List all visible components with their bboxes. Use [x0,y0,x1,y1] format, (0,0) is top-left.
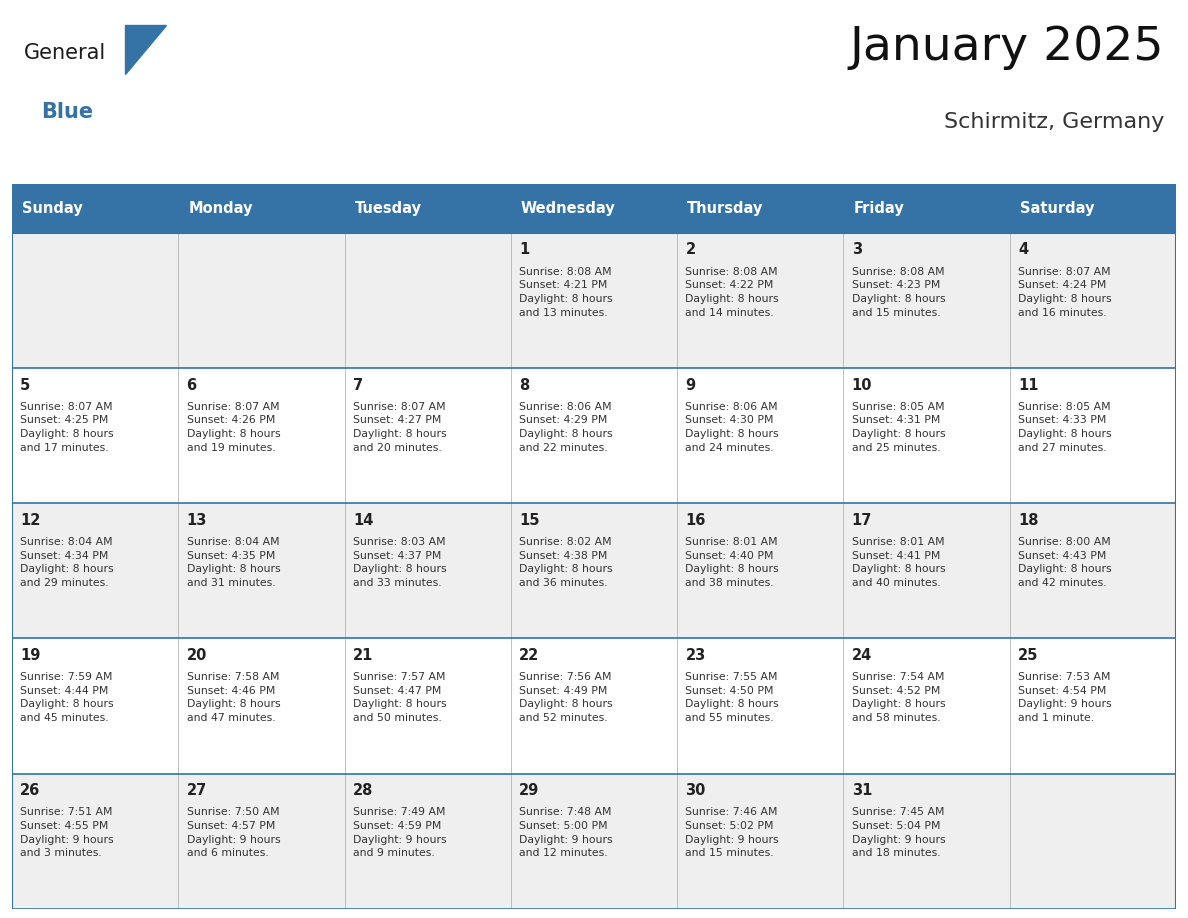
Text: 23: 23 [685,648,706,663]
Text: 17: 17 [852,513,872,528]
Text: Sunday: Sunday [21,201,83,216]
Text: Saturday: Saturday [1019,201,1094,216]
Text: Sunrise: 8:07 AM
Sunset: 4:25 PM
Daylight: 8 hours
and 17 minutes.: Sunrise: 8:07 AM Sunset: 4:25 PM Dayligh… [20,402,114,453]
Bar [677,184,843,233]
Text: Wednesday: Wednesday [520,201,615,216]
Text: Sunrise: 8:06 AM
Sunset: 4:30 PM
Daylight: 8 hours
and 24 minutes.: Sunrise: 8:06 AM Sunset: 4:30 PM Dayligh… [685,402,779,453]
Text: 26: 26 [20,783,40,798]
Bar [345,184,511,233]
Text: 10: 10 [852,377,872,393]
Text: Sunrise: 8:03 AM
Sunset: 4:37 PM
Daylight: 8 hours
and 33 minutes.: Sunrise: 8:03 AM Sunset: 4:37 PM Dayligh… [353,537,447,588]
Text: 31: 31 [852,783,872,798]
Text: Sunrise: 7:54 AM
Sunset: 4:52 PM
Daylight: 8 hours
and 58 minutes.: Sunrise: 7:54 AM Sunset: 4:52 PM Dayligh… [852,672,946,723]
Text: Sunrise: 7:51 AM
Sunset: 4:55 PM
Daylight: 9 hours
and 3 minutes.: Sunrise: 7:51 AM Sunset: 4:55 PM Dayligh… [20,808,114,858]
Bar [12,233,1176,368]
Bar [12,368,1176,503]
Text: Sunrise: 8:05 AM
Sunset: 4:33 PM
Daylight: 8 hours
and 27 minutes.: Sunrise: 8:05 AM Sunset: 4:33 PM Dayligh… [1018,402,1112,453]
Text: Sunrise: 8:04 AM
Sunset: 4:35 PM
Daylight: 8 hours
and 31 minutes.: Sunrise: 8:04 AM Sunset: 4:35 PM Dayligh… [187,537,280,588]
Text: Sunrise: 8:07 AM
Sunset: 4:27 PM
Daylight: 8 hours
and 20 minutes.: Sunrise: 8:07 AM Sunset: 4:27 PM Dayligh… [353,402,447,453]
Text: 5: 5 [20,377,31,393]
Text: Blue: Blue [42,103,94,122]
Text: Schirmitz, Germany: Schirmitz, Germany [943,112,1164,132]
Bar [12,638,1176,774]
Text: Sunrise: 8:02 AM
Sunset: 4:38 PM
Daylight: 8 hours
and 36 minutes.: Sunrise: 8:02 AM Sunset: 4:38 PM Dayligh… [519,537,613,588]
Text: 27: 27 [187,783,207,798]
Bar [12,184,178,233]
Text: 6: 6 [187,377,197,393]
Bar [178,184,345,233]
Text: 11: 11 [1018,377,1038,393]
Text: 9: 9 [685,377,696,393]
Bar [843,184,1010,233]
Bar [511,184,677,233]
Text: 29: 29 [519,783,539,798]
Text: 22: 22 [519,648,539,663]
Text: Sunrise: 8:04 AM
Sunset: 4:34 PM
Daylight: 8 hours
and 29 minutes.: Sunrise: 8:04 AM Sunset: 4:34 PM Dayligh… [20,537,114,588]
Text: Sunrise: 7:58 AM
Sunset: 4:46 PM
Daylight: 8 hours
and 47 minutes.: Sunrise: 7:58 AM Sunset: 4:46 PM Dayligh… [187,672,280,723]
Polygon shape [125,25,166,74]
Text: Sunrise: 7:46 AM
Sunset: 5:02 PM
Daylight: 9 hours
and 15 minutes.: Sunrise: 7:46 AM Sunset: 5:02 PM Dayligh… [685,808,779,858]
Text: 13: 13 [187,513,207,528]
Bar [12,774,1176,909]
Text: Sunrise: 7:45 AM
Sunset: 5:04 PM
Daylight: 9 hours
and 18 minutes.: Sunrise: 7:45 AM Sunset: 5:04 PM Dayligh… [852,808,946,858]
Text: Sunrise: 8:01 AM
Sunset: 4:41 PM
Daylight: 8 hours
and 40 minutes.: Sunrise: 8:01 AM Sunset: 4:41 PM Dayligh… [852,537,946,588]
Text: Sunrise: 7:57 AM
Sunset: 4:47 PM
Daylight: 8 hours
and 50 minutes.: Sunrise: 7:57 AM Sunset: 4:47 PM Dayligh… [353,672,447,723]
Text: General: General [24,43,106,62]
Text: Monday: Monday [188,201,253,216]
Text: January 2025: January 2025 [849,25,1164,70]
Text: Sunrise: 7:53 AM
Sunset: 4:54 PM
Daylight: 9 hours
and 1 minute.: Sunrise: 7:53 AM Sunset: 4:54 PM Dayligh… [1018,672,1112,723]
Text: Sunrise: 8:01 AM
Sunset: 4:40 PM
Daylight: 8 hours
and 38 minutes.: Sunrise: 8:01 AM Sunset: 4:40 PM Dayligh… [685,537,779,588]
Text: 24: 24 [852,648,872,663]
Text: 19: 19 [20,648,40,663]
Text: 25: 25 [1018,648,1038,663]
Text: Sunrise: 7:50 AM
Sunset: 4:57 PM
Daylight: 9 hours
and 6 minutes.: Sunrise: 7:50 AM Sunset: 4:57 PM Dayligh… [187,808,280,858]
Text: Sunrise: 8:08 AM
Sunset: 4:23 PM
Daylight: 8 hours
and 15 minutes.: Sunrise: 8:08 AM Sunset: 4:23 PM Dayligh… [852,267,946,318]
Text: 3: 3 [852,242,862,257]
Text: Sunrise: 7:59 AM
Sunset: 4:44 PM
Daylight: 8 hours
and 45 minutes.: Sunrise: 7:59 AM Sunset: 4:44 PM Dayligh… [20,672,114,723]
Text: 16: 16 [685,513,706,528]
Text: 1: 1 [519,242,530,257]
Text: Sunrise: 8:08 AM
Sunset: 4:22 PM
Daylight: 8 hours
and 14 minutes.: Sunrise: 8:08 AM Sunset: 4:22 PM Dayligh… [685,267,779,318]
Text: 20: 20 [187,648,207,663]
Text: Sunrise: 8:00 AM
Sunset: 4:43 PM
Daylight: 8 hours
and 42 minutes.: Sunrise: 8:00 AM Sunset: 4:43 PM Dayligh… [1018,537,1112,588]
Text: 8: 8 [519,377,530,393]
Text: Sunrise: 8:07 AM
Sunset: 4:26 PM
Daylight: 8 hours
and 19 minutes.: Sunrise: 8:07 AM Sunset: 4:26 PM Dayligh… [187,402,280,453]
Text: Tuesday: Tuesday [354,201,422,216]
Text: Friday: Friday [853,201,904,216]
Text: 4: 4 [1018,242,1029,257]
Bar [1010,184,1176,233]
Text: Sunrise: 8:08 AM
Sunset: 4:21 PM
Daylight: 8 hours
and 13 minutes.: Sunrise: 8:08 AM Sunset: 4:21 PM Dayligh… [519,267,613,318]
Text: Sunrise: 8:05 AM
Sunset: 4:31 PM
Daylight: 8 hours
and 25 minutes.: Sunrise: 8:05 AM Sunset: 4:31 PM Dayligh… [852,402,946,453]
Text: 18: 18 [1018,513,1038,528]
Text: Thursday: Thursday [687,201,764,216]
Text: Sunrise: 7:48 AM
Sunset: 5:00 PM
Daylight: 9 hours
and 12 minutes.: Sunrise: 7:48 AM Sunset: 5:00 PM Dayligh… [519,808,613,858]
Text: Sunrise: 8:06 AM
Sunset: 4:29 PM
Daylight: 8 hours
and 22 minutes.: Sunrise: 8:06 AM Sunset: 4:29 PM Dayligh… [519,402,613,453]
Text: 2: 2 [685,242,696,257]
Text: 21: 21 [353,648,373,663]
Text: 28: 28 [353,783,373,798]
Text: Sunrise: 8:07 AM
Sunset: 4:24 PM
Daylight: 8 hours
and 16 minutes.: Sunrise: 8:07 AM Sunset: 4:24 PM Dayligh… [1018,267,1112,318]
Text: 7: 7 [353,377,364,393]
Text: 15: 15 [519,513,539,528]
Text: Sunrise: 7:55 AM
Sunset: 4:50 PM
Daylight: 8 hours
and 55 minutes.: Sunrise: 7:55 AM Sunset: 4:50 PM Dayligh… [685,672,779,723]
Text: Sunrise: 7:56 AM
Sunset: 4:49 PM
Daylight: 8 hours
and 52 minutes.: Sunrise: 7:56 AM Sunset: 4:49 PM Dayligh… [519,672,613,723]
Bar [12,503,1176,638]
Text: Sunrise: 7:49 AM
Sunset: 4:59 PM
Daylight: 9 hours
and 9 minutes.: Sunrise: 7:49 AM Sunset: 4:59 PM Dayligh… [353,808,447,858]
Text: 30: 30 [685,783,706,798]
Text: 12: 12 [20,513,40,528]
Text: 14: 14 [353,513,373,528]
